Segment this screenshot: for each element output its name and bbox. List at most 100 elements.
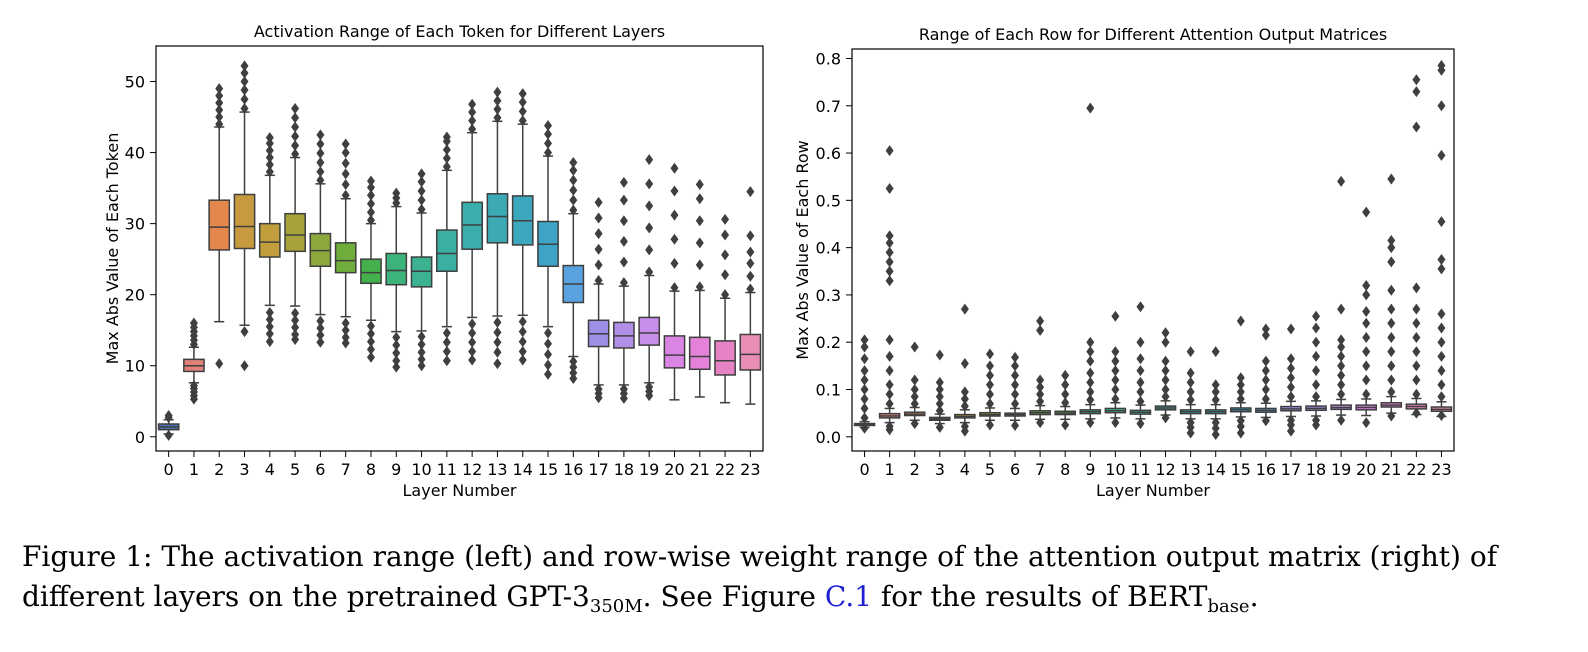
outlier-marker	[985, 348, 994, 360]
x-tick-label: 12	[1155, 460, 1175, 479]
outlier-marker	[1011, 388, 1020, 400]
outlier-marker	[1061, 379, 1070, 391]
outlier-marker	[341, 317, 350, 329]
box-layer-4	[954, 303, 976, 437]
x-axis-label: Layer Number	[1096, 481, 1210, 500]
outlier-marker	[1412, 360, 1421, 372]
plot-frame	[851, 48, 1455, 452]
outlier-marker	[240, 67, 249, 79]
outlier-marker	[1211, 428, 1220, 440]
outlier-marker	[468, 123, 477, 135]
outlier-marker	[341, 179, 350, 191]
box-layer-12	[461, 98, 484, 366]
x-tick-label: 0	[164, 460, 174, 479]
outlier-marker	[518, 96, 527, 108]
x-tick-label: 18	[1306, 460, 1326, 479]
outlier-marker	[860, 353, 869, 365]
box-layer-1	[878, 145, 901, 436]
outlier-marker	[1312, 336, 1321, 348]
activation-range-chart: Activation Range of Each Token for Diffe…	[103, 22, 764, 500]
outlier-marker	[1211, 422, 1220, 434]
outlier-marker	[1286, 362, 1295, 374]
box	[663, 335, 686, 369]
x-tick-label: 23	[1431, 460, 1451, 479]
attention-output-range-chart: Range of Each Row for Different Attentio…	[793, 25, 1455, 500]
y-tick-label: 0.6	[816, 144, 841, 163]
outlier-marker	[417, 353, 426, 365]
outlier-marker	[291, 130, 300, 142]
outlier-marker	[860, 402, 869, 414]
outlier-marker	[1136, 376, 1145, 388]
x-tick-label: 10	[411, 460, 431, 479]
outlier-marker	[1362, 305, 1371, 317]
outlier-marker	[265, 144, 274, 156]
outlier-marker	[442, 346, 451, 358]
outlier-marker	[1111, 355, 1120, 367]
outlier-marker	[544, 120, 553, 132]
outlier-marker	[493, 103, 502, 115]
outlier-marker	[860, 365, 869, 377]
outlier-marker	[885, 350, 894, 362]
x-tick-label: 7	[341, 460, 351, 479]
x-tick-label: 15	[1231, 460, 1251, 479]
outlier-marker	[1337, 360, 1346, 372]
outlier-marker	[468, 98, 477, 110]
outlier-marker	[316, 329, 325, 341]
x-tick-label: 2	[910, 460, 920, 479]
outlier-marker	[1412, 282, 1421, 294]
box-layer-5	[979, 348, 1001, 431]
outlier-marker	[417, 338, 426, 350]
outlier-marker	[1236, 379, 1245, 391]
box-layer-21	[1380, 173, 1403, 422]
outlier-marker	[1211, 346, 1220, 358]
outlier-marker	[366, 198, 375, 210]
outlier-marker	[645, 266, 654, 278]
outlier-marker	[1286, 323, 1295, 335]
outlier-marker	[1387, 242, 1396, 254]
figure-reference-link[interactable]: C.1	[824, 580, 873, 613]
outlier-marker	[493, 316, 502, 328]
outlier-marker	[1261, 384, 1270, 396]
outlier-marker	[885, 275, 894, 287]
outlier-marker	[885, 398, 894, 410]
outlier-marker	[985, 360, 994, 372]
x-tick-label: 6	[315, 460, 325, 479]
outlier-marker	[544, 137, 553, 149]
caption-subscript-bert: base	[1207, 596, 1250, 617]
outlier-marker	[291, 314, 300, 326]
outlier-marker	[1312, 310, 1321, 322]
x-tick-label: 13	[487, 460, 507, 479]
outlier-marker	[985, 398, 994, 410]
outlier-marker	[1337, 414, 1346, 426]
box	[435, 229, 458, 272]
outlier-marker	[1387, 303, 1396, 315]
outlier-marker	[860, 374, 869, 386]
box-layer-18	[613, 176, 635, 404]
outlier-marker	[1387, 235, 1396, 247]
outlier-marker	[164, 429, 173, 441]
outlier-marker	[1086, 346, 1095, 358]
outlier-marker	[291, 333, 300, 345]
outlier-marker	[1362, 206, 1371, 218]
outlier-marker	[518, 316, 527, 328]
box-layer-22	[714, 213, 736, 404]
outlier-marker	[291, 321, 300, 333]
outlier-marker	[1437, 322, 1446, 334]
outlier-marker	[316, 174, 325, 186]
box-layer-4	[258, 132, 281, 348]
y-tick-label: 0.4	[816, 239, 841, 258]
outlier-marker	[1136, 395, 1145, 407]
y-tick-label: 0.8	[816, 49, 841, 68]
outlier-marker	[366, 214, 375, 226]
x-tick-label: 13	[1180, 460, 1200, 479]
outlier-marker	[1111, 393, 1120, 405]
outlier-marker	[1337, 334, 1346, 346]
outlier-marker	[1387, 386, 1396, 398]
outlier-marker	[1261, 393, 1270, 405]
box-layer-21	[688, 179, 711, 398]
outlier-marker	[442, 355, 451, 367]
outlier-marker	[1387, 173, 1396, 185]
outlier-marker	[594, 392, 603, 404]
outlier-marker	[341, 168, 350, 180]
outlier-marker	[240, 84, 249, 96]
